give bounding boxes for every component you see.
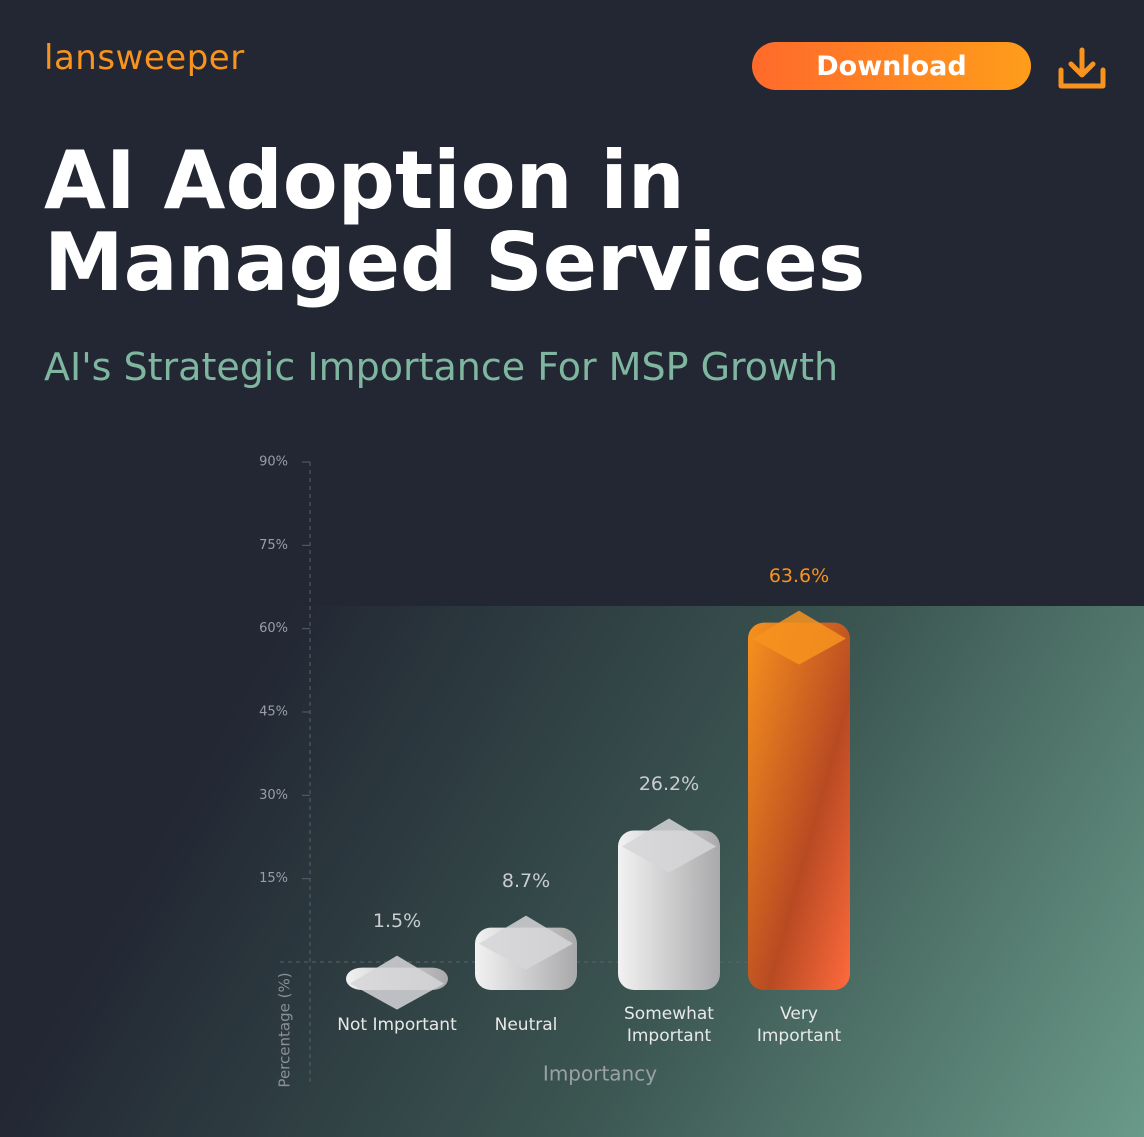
y-tick-label: 60% bbox=[259, 621, 288, 636]
background-glow bbox=[0, 606, 1144, 1137]
title-line: Managed Services bbox=[44, 216, 866, 309]
bar-top bbox=[350, 955, 444, 1010]
y-tick-label: 45% bbox=[259, 705, 288, 720]
x-axis-label: Importancy bbox=[543, 1062, 657, 1086]
subtitle: AI's Strategic Importance For MSP Growth bbox=[44, 345, 839, 389]
title-line: AI Adoption in bbox=[44, 134, 685, 227]
bar-top bbox=[479, 915, 573, 970]
bar bbox=[618, 830, 720, 990]
bar-top bbox=[622, 818, 716, 873]
x-tick-label: Neutral bbox=[494, 1015, 558, 1035]
value-label: 26.2% bbox=[639, 773, 699, 795]
x-tick-label: Somewhat Important bbox=[624, 1004, 714, 1046]
x-tick-label: Not Important bbox=[337, 1015, 457, 1035]
y-axis-label: Percentage (%) bbox=[276, 972, 294, 1087]
x-tick-label: Very Important bbox=[756, 1004, 842, 1046]
logo: lansweeper bbox=[44, 38, 245, 78]
download-button[interactable]: Download bbox=[752, 42, 1031, 90]
download-icon[interactable] bbox=[1056, 46, 1108, 92]
bar-top bbox=[752, 610, 846, 665]
title: AI Adoption in Managed Services bbox=[44, 140, 865, 304]
value-label: 8.7% bbox=[502, 870, 550, 892]
value-label: 1.5% bbox=[373, 910, 421, 932]
value-label: 63.6% bbox=[769, 565, 829, 587]
y-tick-label: 30% bbox=[259, 788, 288, 803]
y-tick-label: 75% bbox=[259, 538, 288, 553]
y-tick-label: 15% bbox=[259, 871, 288, 886]
y-tick-label: 90% bbox=[259, 455, 288, 470]
bar bbox=[748, 622, 850, 990]
